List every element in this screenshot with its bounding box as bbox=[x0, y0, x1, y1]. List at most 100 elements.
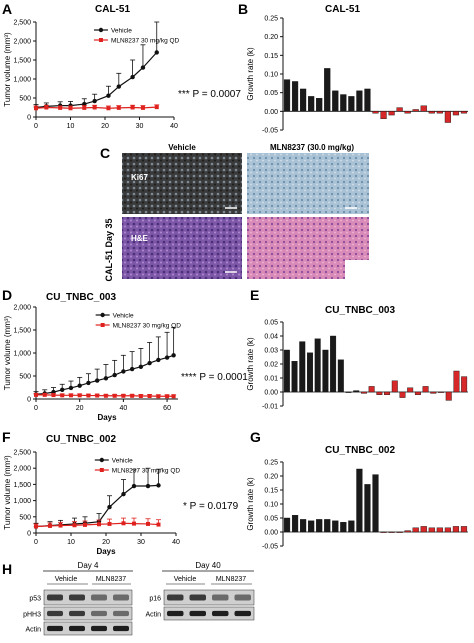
data-point bbox=[107, 521, 112, 526]
blot-band bbox=[69, 610, 85, 617]
blot-band bbox=[91, 625, 107, 632]
bar-vehicle bbox=[324, 68, 331, 112]
data-point bbox=[94, 378, 100, 383]
micrograph-ki67-treated bbox=[247, 153, 369, 214]
micrograph-ki67-vehicle bbox=[122, 153, 242, 214]
panel-b-title: CAL-51 bbox=[325, 4, 360, 15]
y-tick-label: 0.04 bbox=[264, 334, 278, 341]
data-point bbox=[92, 98, 97, 104]
y-tick-label: 2,000 bbox=[13, 39, 31, 46]
bar-treated bbox=[391, 380, 398, 393]
blot-strip bbox=[43, 606, 133, 621]
y-tick-label: 0 bbox=[27, 397, 31, 404]
data-point bbox=[156, 394, 161, 399]
bar-vehicle bbox=[308, 520, 315, 533]
bar-vehicle bbox=[337, 359, 344, 393]
bar-vehicle bbox=[348, 520, 355, 533]
data-point bbox=[34, 392, 38, 397]
data-point bbox=[121, 369, 126, 374]
blots-day4: p53 pHH3 Actin bbox=[23, 589, 133, 636]
bar-treated bbox=[396, 531, 403, 533]
panel-c-col-treated: MLN8237 (30.0 mg/kg) bbox=[270, 143, 354, 152]
data-point bbox=[156, 483, 161, 488]
panel-f-letter: F bbox=[2, 429, 11, 445]
data-point bbox=[60, 393, 65, 398]
panel-h-left-col-treated: MLN8237 bbox=[96, 576, 126, 583]
panel-f-title: CU_TNBC_002 bbox=[46, 434, 116, 445]
data-point bbox=[121, 521, 126, 526]
data-point bbox=[58, 105, 63, 110]
data-point bbox=[156, 522, 161, 527]
legend-label: MLN8237 30 mg/kg QD bbox=[113, 323, 182, 330]
y-tick-label: 0.10 bbox=[264, 72, 278, 79]
y-tick-label: 0.02 bbox=[264, 362, 278, 369]
data-point bbox=[92, 105, 97, 110]
bar-treated bbox=[430, 391, 437, 394]
data-point bbox=[121, 491, 126, 497]
bar-vehicle bbox=[345, 391, 352, 393]
y-tick-label: 1,500 bbox=[13, 58, 31, 65]
legend-marker bbox=[98, 38, 103, 42]
blot-band bbox=[69, 594, 85, 601]
data-point bbox=[103, 393, 108, 398]
panel-a-title: CAL-51 bbox=[95, 4, 130, 15]
bar-treated bbox=[388, 111, 395, 116]
blot-strip bbox=[43, 621, 133, 636]
y-tick-label: 0 bbox=[27, 115, 31, 122]
bar-vehicle bbox=[308, 96, 315, 112]
data-point bbox=[116, 84, 122, 89]
x-tick-label: 20 bbox=[102, 539, 110, 546]
x-tick-label: 30 bbox=[136, 123, 144, 130]
x-tick-label: 40 bbox=[170, 123, 178, 130]
x-axis-label: Days bbox=[97, 413, 117, 422]
blot-band bbox=[234, 594, 251, 601]
data-point bbox=[116, 105, 121, 110]
bar-vehicle bbox=[314, 338, 321, 393]
blots-day40: p16 Actin bbox=[145, 589, 255, 621]
blot-band bbox=[113, 625, 129, 632]
x-tick-label: 40 bbox=[119, 405, 127, 412]
data-point bbox=[68, 385, 74, 391]
x-tick-label: 40 bbox=[172, 539, 180, 546]
data-point bbox=[112, 372, 117, 378]
legend-label: Vehicle bbox=[113, 313, 134, 320]
series-line bbox=[35, 51, 158, 109]
data-point bbox=[77, 393, 82, 398]
bar-treated bbox=[428, 527, 435, 533]
x-tick-label: 10 bbox=[67, 123, 75, 130]
data-point bbox=[147, 394, 152, 399]
blot-band bbox=[167, 594, 184, 601]
data-point bbox=[171, 394, 176, 399]
bar-vehicle bbox=[300, 519, 307, 533]
y-tick-label: -0.05 bbox=[262, 128, 278, 135]
bar-treated bbox=[360, 391, 367, 394]
data-point bbox=[103, 376, 109, 381]
bar-vehicle bbox=[324, 519, 331, 533]
data-point bbox=[146, 521, 150, 526]
data-point bbox=[68, 393, 73, 398]
panel-d-letter: D bbox=[2, 287, 12, 303]
blot-band bbox=[113, 594, 129, 601]
bar-vehicle bbox=[316, 98, 323, 112]
bar-vehicle bbox=[291, 515, 299, 533]
bar-vehicle bbox=[364, 88, 371, 112]
legend-marker bbox=[98, 27, 104, 33]
blot-band bbox=[69, 625, 85, 632]
chart-g: -0.05 0.00 0.05 0.10 0.15 0.20 0.25 Growth rate… bbox=[246, 460, 468, 551]
bar-treated bbox=[388, 531, 395, 533]
data-point bbox=[77, 383, 82, 388]
blot-band bbox=[189, 594, 206, 601]
legend-marker bbox=[99, 457, 105, 463]
y-tick-label: 0.10 bbox=[264, 502, 278, 509]
bar-vehicle bbox=[353, 390, 360, 393]
data-point bbox=[154, 50, 159, 55]
data-point bbox=[58, 523, 63, 528]
y-tick-label: 0.00 bbox=[264, 390, 278, 397]
bar-vehicle bbox=[322, 349, 329, 393]
chart-b: -0.05 0.00 0.05 0.10 0.15 0.20 0.25 Growth rate… bbox=[246, 16, 468, 135]
blot-band bbox=[167, 610, 184, 617]
bar-treated bbox=[404, 530, 411, 533]
y-tick-label: 1,000 bbox=[13, 77, 31, 84]
